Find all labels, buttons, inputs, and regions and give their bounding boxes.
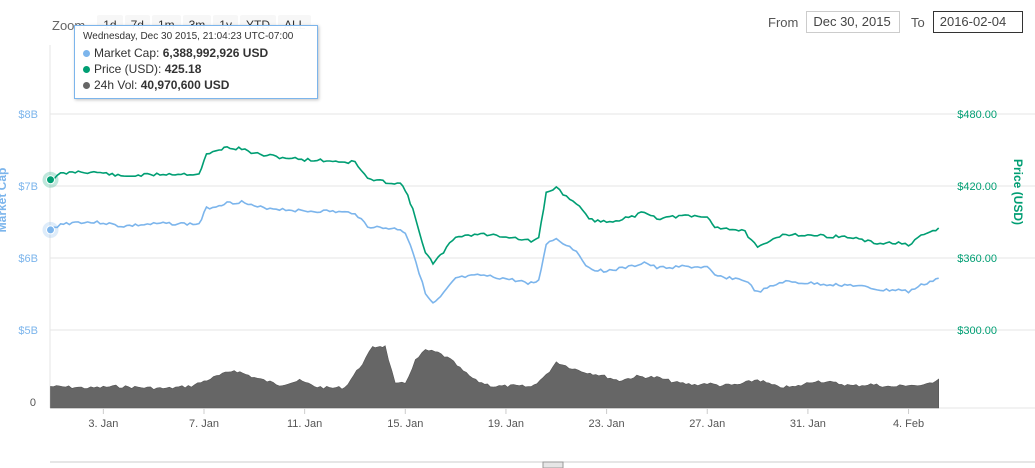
- range-from-input[interactable]: Dec 30, 2015: [806, 11, 901, 33]
- x-tick-label: 3. Jan: [88, 418, 118, 430]
- x-tick-label: 4. Feb: [893, 418, 924, 430]
- series-lines-layer: [42, 145, 940, 304]
- gridlines: [49, 45, 1035, 409]
- left-tick-label: $5B: [18, 325, 38, 337]
- tooltip-row-price: Price (USD): 425.18: [83, 61, 309, 77]
- market-cap-line: [50, 199, 939, 304]
- right-tick-label: $360.00: [957, 253, 997, 265]
- navigator: [50, 461, 1035, 468]
- tooltip-value: 6,388,992,926 USD: [162, 46, 269, 60]
- range-from: From Dec 30, 2015: [768, 11, 901, 33]
- x-tick-label: 15. Jan: [387, 418, 423, 430]
- right-axis-title: Price (USD): [1011, 159, 1025, 225]
- tooltip-label: 24h Vol:: [94, 78, 138, 92]
- right-tick-label: $420.00: [957, 181, 997, 193]
- right-tick-label: $300.00: [957, 325, 997, 337]
- market-cap-hover-point: [46, 225, 56, 235]
- x-tick-label: 11. Jan: [287, 418, 322, 430]
- tooltip-label: Price (USD):: [94, 62, 162, 76]
- volume-dot-icon: [83, 82, 90, 90]
- range-to: To 2016-02-04: [911, 11, 1023, 33]
- x-tick-label: 7. Jan: [189, 418, 219, 430]
- tooltip-row-volume: 24h Vol: 40,970,600 USD: [83, 77, 309, 93]
- range-from-label: From: [768, 14, 799, 30]
- price-dot-icon: [83, 66, 90, 74]
- x-tick-label: 19. Jan: [488, 418, 524, 430]
- price-hover-point: [46, 175, 56, 185]
- left-tick-label: $8B: [18, 109, 38, 121]
- axes-layer: 3. Jan 7. Jan 11. Jan 15. Jan 19. Jan 23. Jan…: [0, 109, 1025, 430]
- right-tick-label: $480.00: [957, 109, 997, 121]
- range-to-label: To: [911, 14, 925, 30]
- left-tick-label: $7B: [18, 181, 38, 193]
- volume-tick-label: 0: [30, 397, 36, 409]
- price-line: [50, 145, 940, 266]
- tooltip-row-market-cap: Market Cap: 6,388,992,926 USD: [83, 45, 309, 61]
- volume-area: [50, 345, 939, 409]
- tooltip-date: Wednesday, Dec 30 2015, 21:04:23 UTC-07:…: [83, 31, 294, 42]
- left-axis-title: Market Cap: [0, 168, 9, 233]
- x-tick-label: 23. Jan: [589, 418, 625, 430]
- x-tick-label: 27. Jan: [689, 418, 725, 430]
- range-to-input[interactable]: 2016-02-04: [932, 11, 1023, 33]
- left-tick-label: $6B: [18, 253, 38, 265]
- navigator-handle[interactable]: [542, 461, 564, 468]
- x-tick-label: 31. Jan: [790, 418, 826, 430]
- tooltip-value: 40,970,600 USD: [140, 78, 230, 92]
- tooltip-value: 425.18: [164, 62, 202, 76]
- market-cap-dot-icon: [83, 50, 90, 58]
- chart-tooltip: Wednesday, Dec 30 2015, 21:04:23 UTC-07:…: [74, 25, 318, 99]
- volume-area-layer: [50, 345, 939, 409]
- tooltip-label: Market Cap:: [94, 46, 160, 60]
